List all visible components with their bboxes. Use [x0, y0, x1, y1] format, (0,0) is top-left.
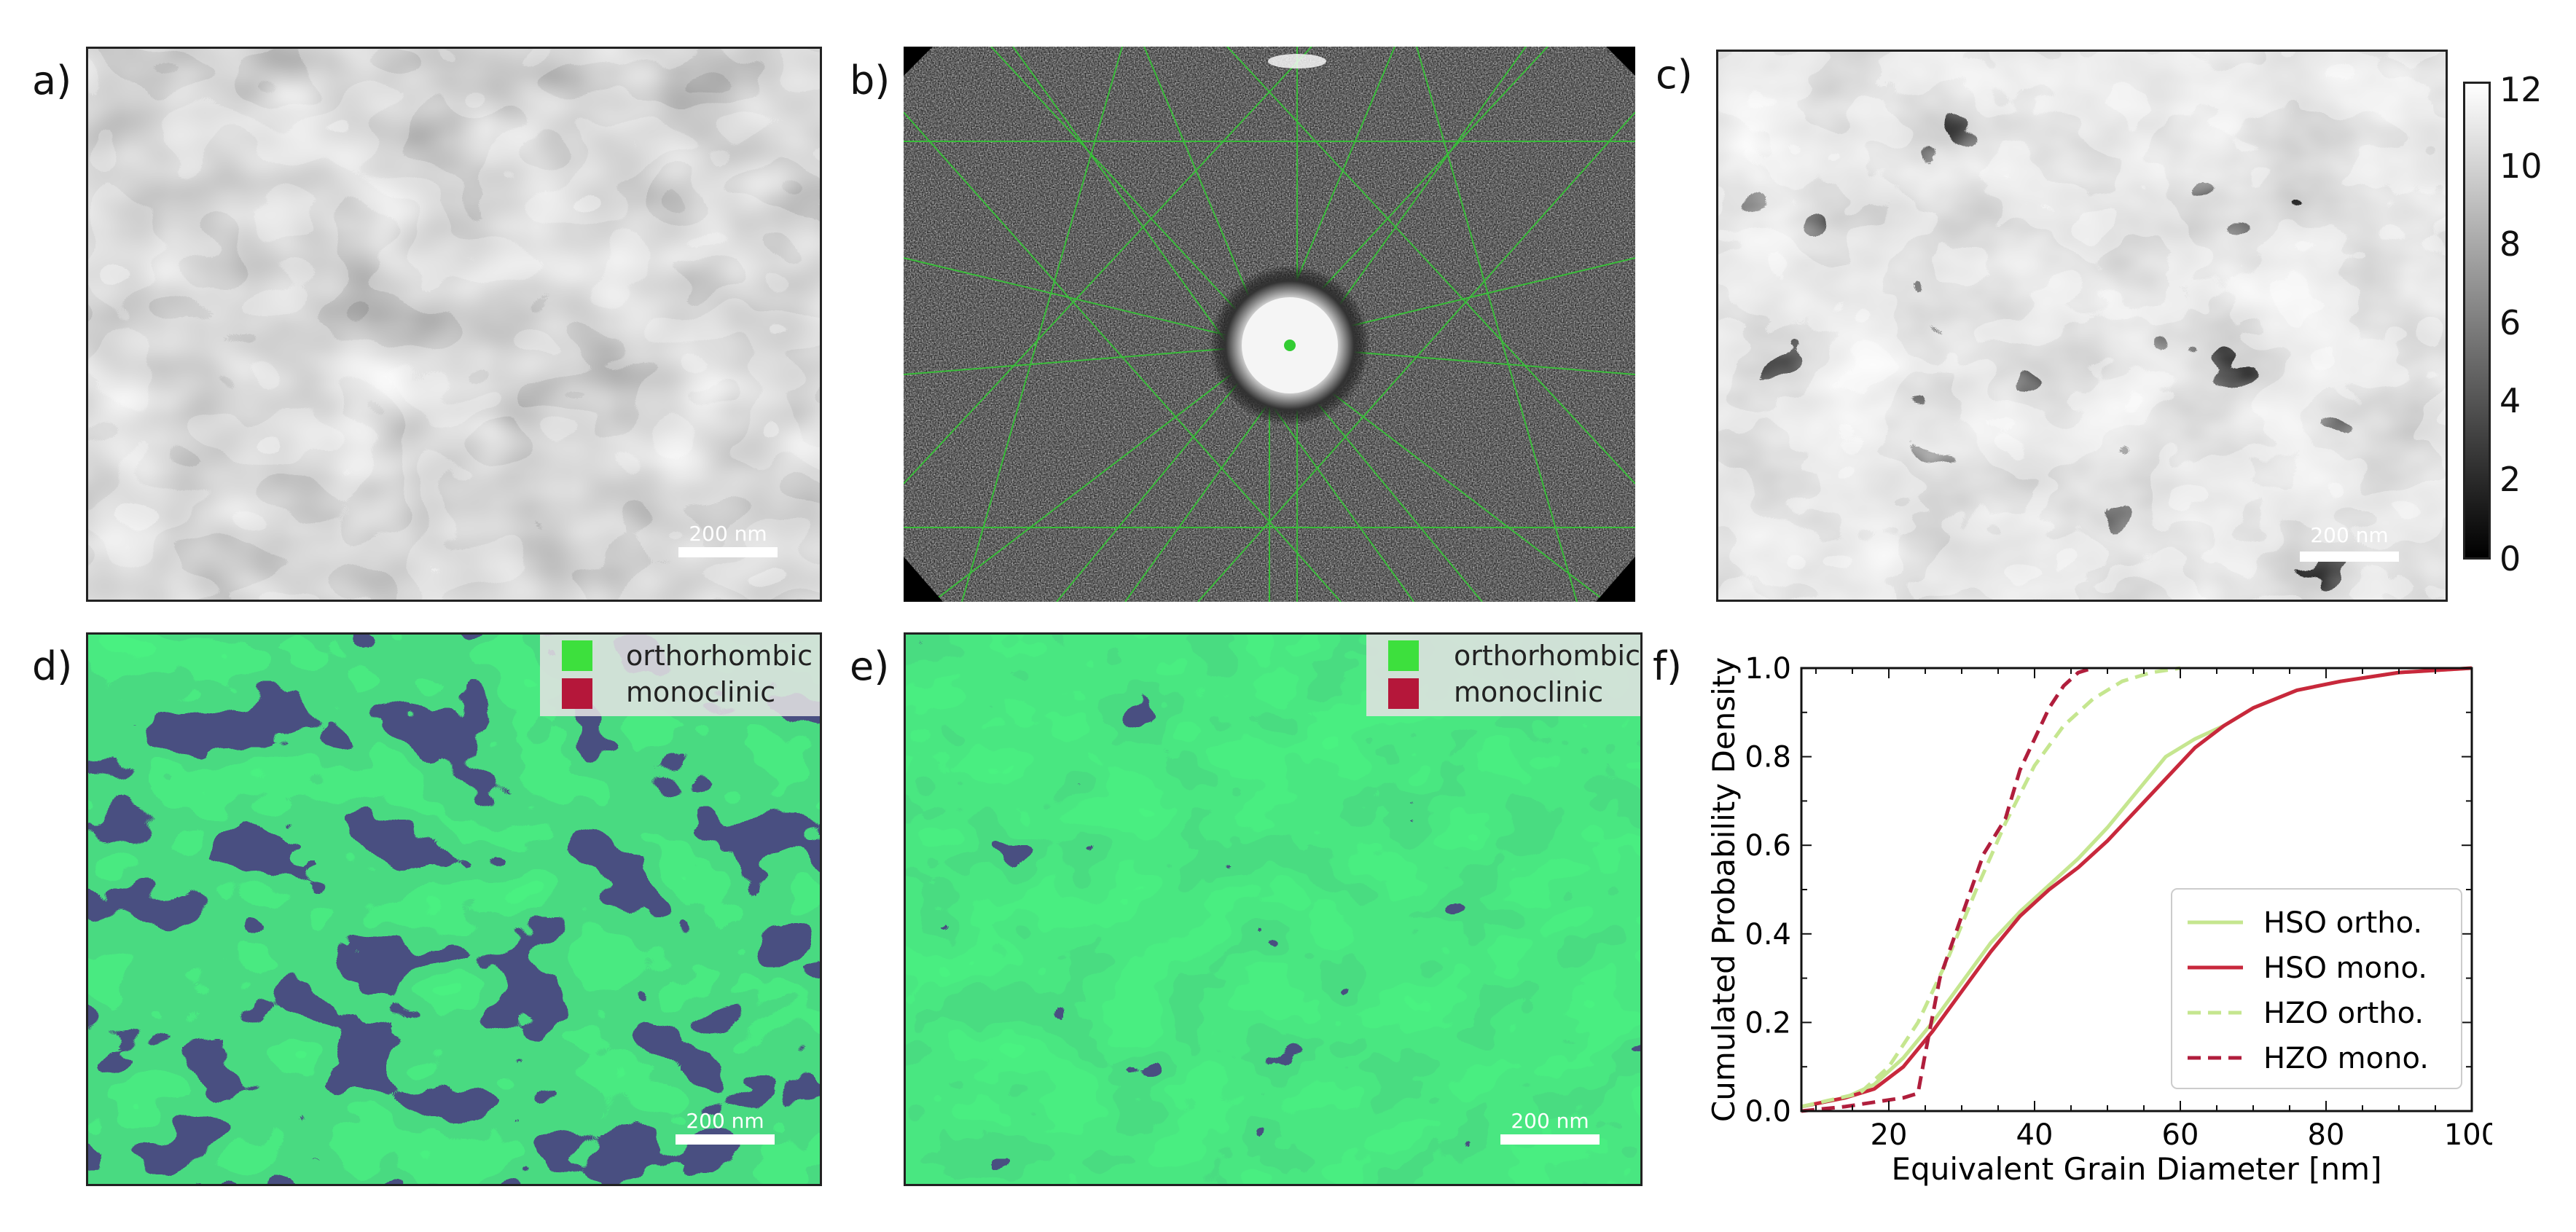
panel-label-e: e) — [850, 643, 890, 689]
legend-label-orthorhombic: orthorhombic — [626, 640, 813, 672]
colorbar-tick-4: 4 — [2499, 381, 2521, 420]
phase-texture-e — [906, 635, 1640, 1184]
micrograph-a: 200 nm — [86, 47, 822, 602]
colorbar-tick-12: 12 — [2499, 70, 2542, 109]
x-tick-label: 80 — [2308, 1118, 2345, 1152]
grain-texture-a — [88, 49, 820, 600]
scalebar-label-e: 200 nm — [1511, 1109, 1589, 1133]
legend-d: orthorhombic monoclinic — [540, 635, 820, 716]
scalebar-label-c: 200 nm — [2310, 523, 2389, 547]
scalebar-label-a: 200 nm — [689, 522, 767, 546]
series-line-hso-mono — [1801, 666, 2473, 1109]
legend-entry: HZO ortho. — [2263, 997, 2424, 1030]
kikuchi-pattern — [904, 47, 1635, 602]
chart-f: 20 40 60 80 100 0.0 0.2 0.4 0.6 0.8 1.0 Equivalen… — [1706, 652, 2492, 1187]
x-axis-label: Equivalent Grain Diameter [nm] — [1892, 1151, 2382, 1187]
colorbar-tick-2: 2 — [2499, 460, 2521, 499]
grain-texture-c — [1718, 52, 2446, 600]
legend-swatch-orthorhombic — [1388, 640, 1419, 671]
y-tick-label: 0.2 — [1745, 1006, 1791, 1040]
y-tick-label: 0.8 — [1745, 741, 1791, 774]
panel-label-d: d) — [32, 643, 73, 689]
legend-swatch-orthorhombic — [562, 640, 592, 671]
y-tick-label: 0.6 — [1745, 829, 1791, 863]
series-line-hzo-mono — [1801, 666, 2094, 1113]
y-tick-label: 0.0 — [1745, 1095, 1791, 1129]
legend-label-monoclinic: monoclinic — [1454, 676, 1604, 708]
legend-label-orthorhombic: orthorhombic — [1454, 640, 1640, 672]
scalebar-d — [676, 1134, 775, 1145]
panel-label-b: b) — [850, 58, 890, 103]
chart-legend: HSO ortho. HSO mono. HZO ortho. HZO mono. — [2171, 888, 2462, 1089]
colorbar-tick-6: 6 — [2499, 303, 2521, 342]
x-tick-label: 40 — [2016, 1118, 2054, 1152]
legend-entry: HZO mono. — [2263, 1042, 2429, 1075]
x-tick-label: 100 — [2444, 1118, 2492, 1152]
scalebar-a — [678, 547, 778, 557]
panel-label-f: f) — [1653, 643, 1683, 689]
legend-label-monoclinic: monoclinic — [626, 676, 776, 708]
y-tick-label: 1.0 — [1745, 652, 1791, 686]
x-tick-label: 60 — [2162, 1118, 2199, 1152]
legend-swatch-monoclinic — [562, 678, 592, 709]
colorbar — [2463, 82, 2491, 560]
colorbar-tick-8: 8 — [2499, 224, 2521, 264]
scalebar-e — [1500, 1134, 1600, 1145]
y-axis-label: Cumulated Probability Density — [1706, 657, 1742, 1122]
legend-frame — [2171, 888, 2462, 1089]
panel-label-a: a) — [32, 58, 72, 103]
colorbar-tick-0: 0 — [2499, 539, 2521, 578]
legend-e: orthorhombic monoclinic — [1366, 635, 1640, 716]
scalebar-c — [2300, 552, 2399, 562]
legend-entry: HSO mono. — [2263, 952, 2427, 985]
diffraction-pattern-b — [904, 47, 1635, 602]
phase-map-e: orthorhombic monoclinic 200 nm — [904, 632, 1643, 1186]
micrograph-c: 200 nm — [1716, 50, 2448, 602]
panel-label-c: c) — [1656, 52, 1693, 98]
scalebar-label-d: 200 nm — [686, 1109, 764, 1133]
legend-entry: HSO ortho. — [2263, 906, 2422, 940]
colorbar-tick-10: 10 — [2499, 146, 2542, 186]
legend-swatch-monoclinic — [1388, 678, 1419, 709]
series-line-hzo-ortho — [1801, 666, 2181, 1109]
phase-texture-d — [88, 635, 820, 1184]
x-tick-label: 20 — [1871, 1118, 1908, 1152]
phase-map-d: orthorhombic monoclinic 200 nm — [86, 632, 822, 1186]
y-tick-label: 0.4 — [1745, 918, 1791, 952]
